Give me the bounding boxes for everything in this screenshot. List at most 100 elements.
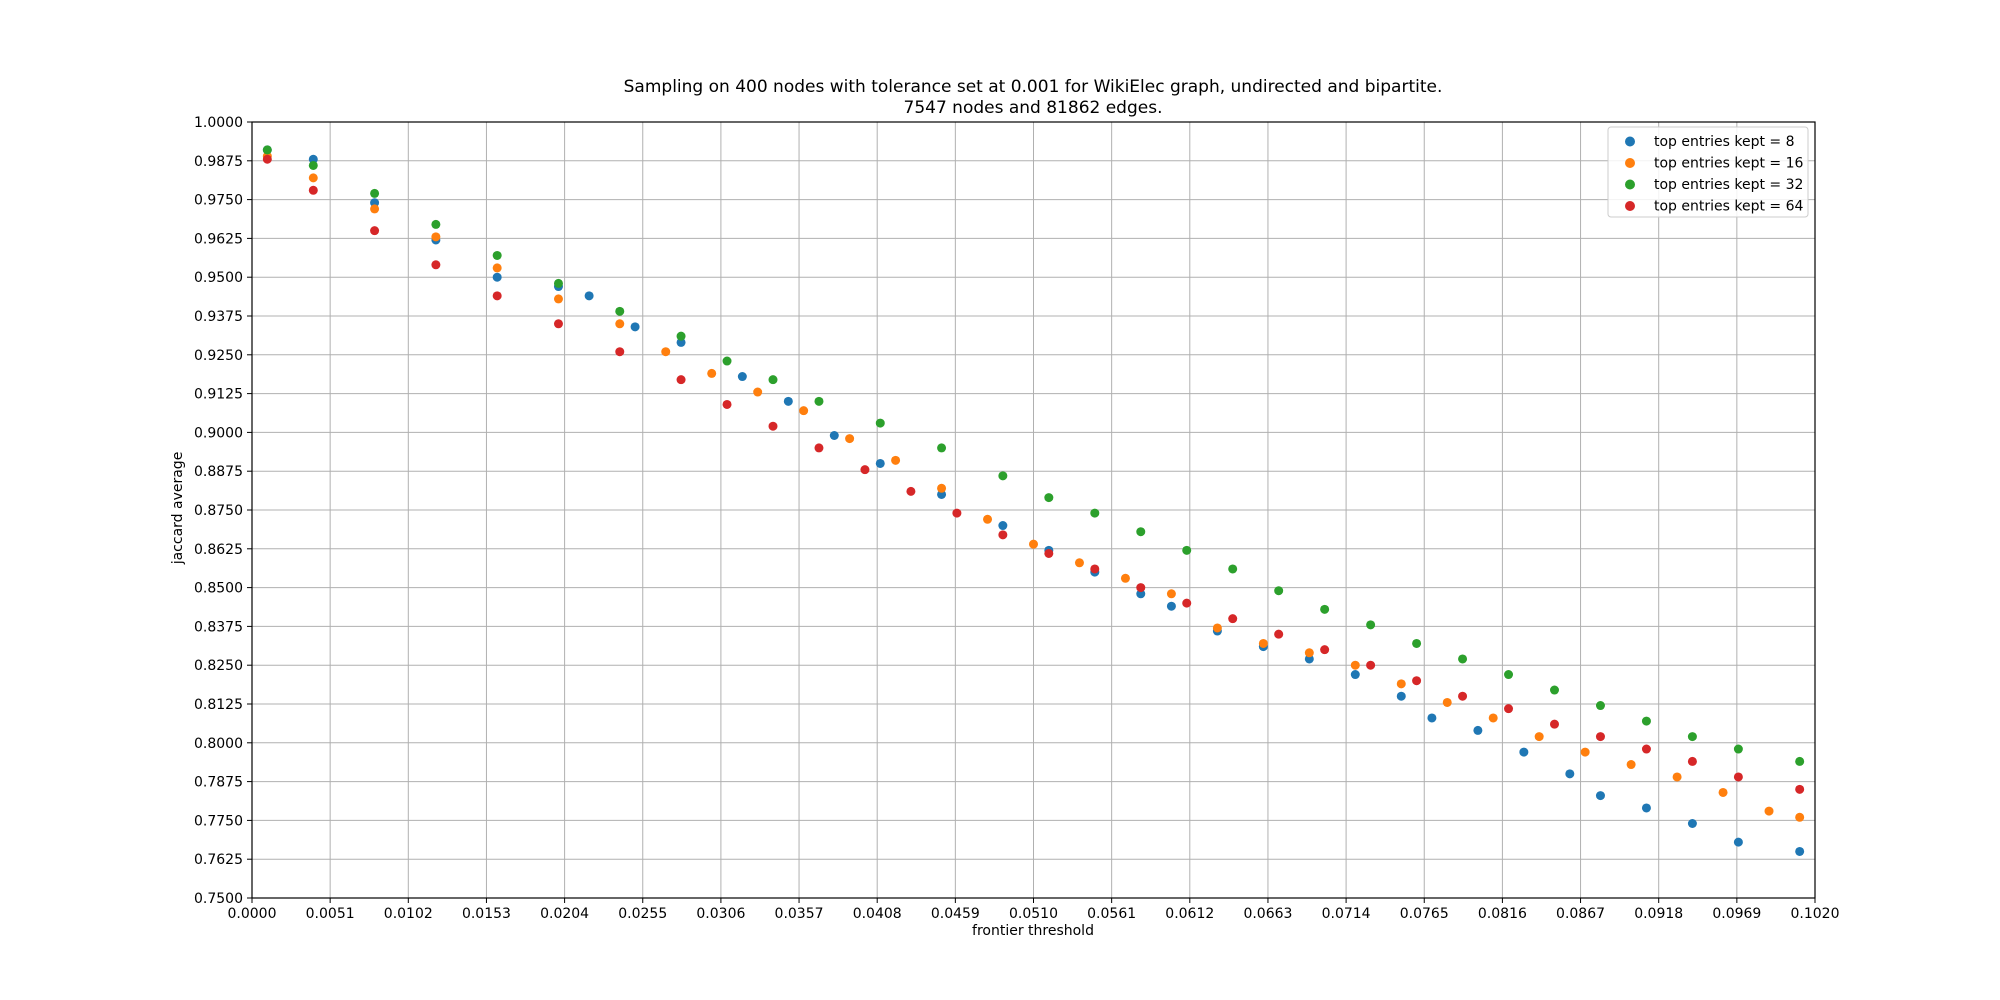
legend-marker [1625,158,1635,168]
legend-label: top entries kept = 64 [1654,199,1804,215]
y-tick-label: 0.8000 [194,736,243,752]
data-point [370,188,380,198]
data-point [262,154,272,164]
series-3 [262,154,1805,794]
x-tick-label: 0.0459 [931,906,980,922]
x-tick-label: 0.0918 [1634,906,1683,922]
y-tick-label: 0.7625 [194,852,243,868]
legend-label: top entries kept = 16 [1654,156,1804,172]
data-point [370,204,380,214]
x-tick-label: 0.0867 [1556,906,1605,922]
chart-subtitle: 7547 nodes and 81862 edges. [904,98,1163,118]
y-tick-label: 0.9750 [194,193,243,209]
data-point [431,219,441,229]
data-point [615,347,625,357]
data-point [492,291,502,301]
data-points [262,145,1805,856]
data-point [1534,732,1544,742]
data-point [1396,691,1406,701]
x-tick-label: 0.0714 [1322,906,1371,922]
x-tick-label: 0.0051 [306,906,355,922]
data-point [768,421,778,431]
data-point [753,387,763,397]
data-point [768,375,778,385]
data-point [829,431,839,441]
data-point [1074,558,1084,568]
data-point [1595,701,1605,711]
data-point [722,356,732,366]
y-tick-label: 0.8125 [194,697,243,713]
data-point [1733,772,1743,782]
data-point [875,418,885,428]
x-tick-label: 0.0357 [775,906,824,922]
data-point [1427,713,1437,723]
x-tick-label: 0.0255 [618,906,667,922]
data-point [952,508,962,518]
data-point [1350,670,1360,680]
data-point [1274,629,1284,639]
data-point [1090,508,1100,518]
data-point [1626,760,1636,770]
x-tick-label: 0.0153 [462,906,511,922]
data-point [431,232,441,242]
y-tick-label: 0.9125 [194,387,243,403]
data-point [1304,654,1314,664]
y-tick-label: 1.0000 [194,115,243,131]
data-point [1795,756,1805,766]
series-2 [262,145,1805,766]
y-axis-ticks: 0.7500 0.7625 0.7750 0.7875 0.8000 0.8125 0.82… [194,115,252,907]
data-point [1090,564,1100,574]
data-point [1166,589,1176,599]
data-point [1687,756,1697,766]
y-tick-label: 0.7875 [194,775,243,791]
x-tick-label: 0.0102 [384,906,433,922]
data-point [431,260,441,270]
data-point [875,458,885,468]
data-point [845,434,855,444]
data-point [1641,803,1651,813]
data-point [1442,697,1452,707]
data-point [1504,704,1514,714]
data-point [814,443,824,453]
data-point [937,489,947,499]
data-point [1580,747,1590,757]
data-point [799,406,809,416]
y-tick-label: 0.8250 [194,658,243,674]
data-point [937,483,947,493]
data-point [1519,747,1529,757]
data-point [370,198,380,208]
data-point [661,347,671,357]
data-point [1258,638,1268,648]
data-point [1687,819,1697,829]
data-point [998,521,1008,531]
data-point [1672,772,1682,782]
data-point [308,173,318,183]
data-point [492,250,502,260]
data-point [1320,645,1330,655]
data-point [1641,744,1651,754]
data-point [615,319,625,329]
data-point [308,185,318,195]
x-tick-label: 0.0306 [696,906,745,922]
data-point [308,160,318,170]
data-point [737,372,747,382]
data-point [1595,791,1605,801]
data-point [553,294,563,304]
x-tick-label: 0.0612 [1165,906,1214,922]
data-point [937,443,947,453]
data-point [1687,732,1697,742]
data-point [998,530,1008,540]
data-point [676,375,686,385]
legend-marker [1625,179,1635,190]
data-point [1136,589,1146,599]
legend-label: top entries kept = 8 [1654,134,1795,150]
x-tick-label: 0.0204 [540,906,589,922]
data-point [1228,564,1238,574]
data-point [860,465,870,475]
data-point [1488,713,1498,723]
data-point [983,514,993,524]
data-point [492,263,502,273]
data-point [906,486,916,496]
data-point [1641,716,1651,726]
x-tick-label: 0.0510 [1009,906,1058,922]
